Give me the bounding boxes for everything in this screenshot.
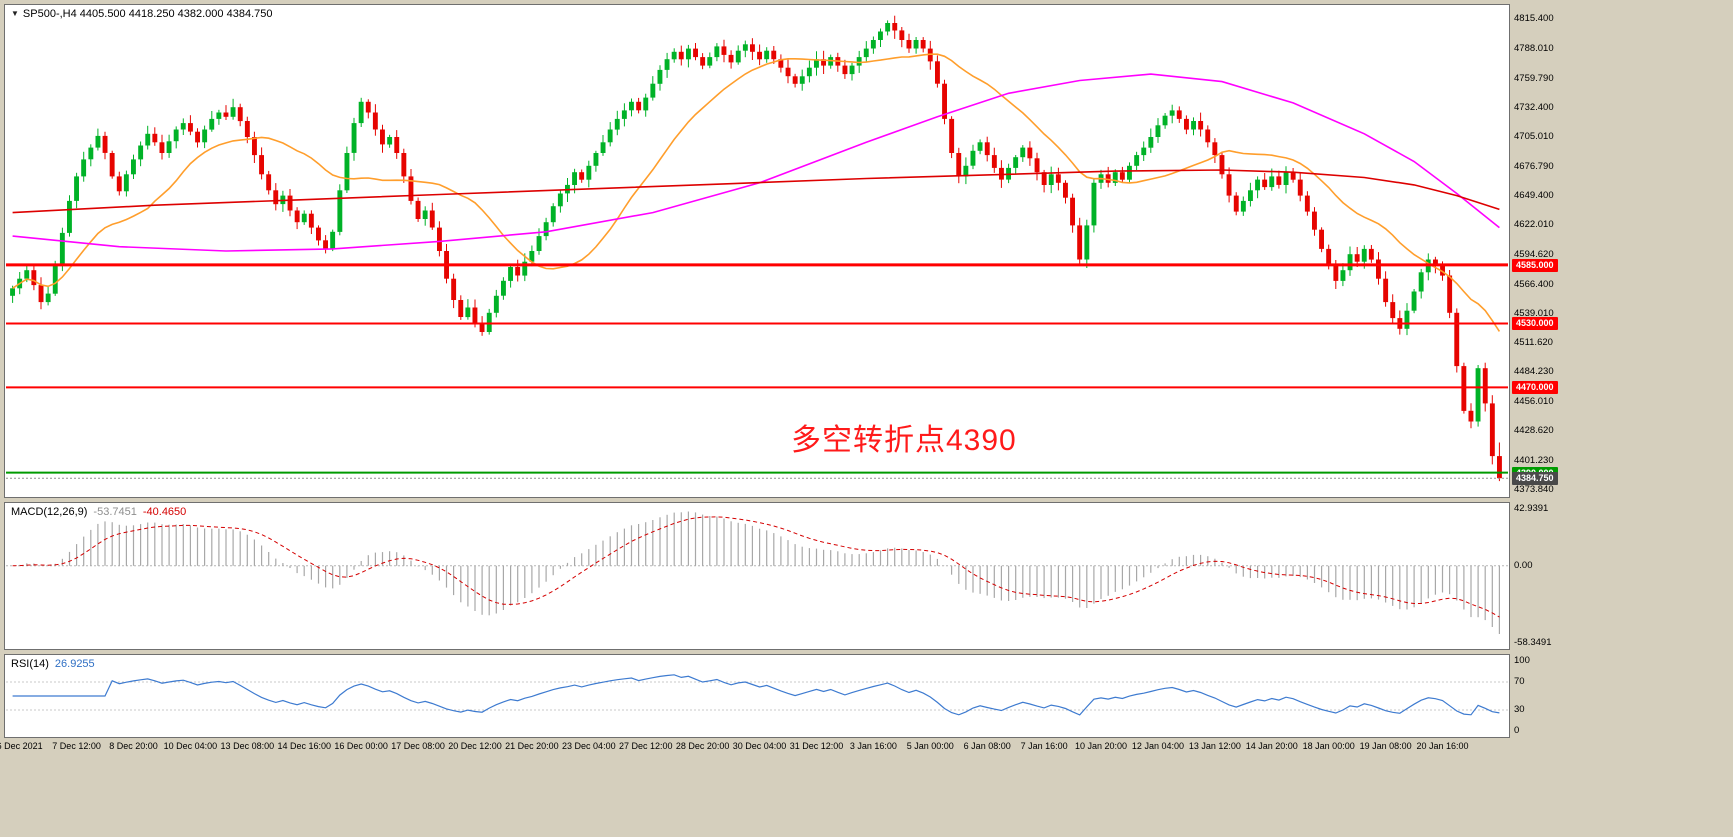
time-axis-label: 27 Dec 12:00 xyxy=(618,741,673,751)
price-tag: 4470.000 xyxy=(1512,381,1558,395)
macd-chart[interactable] xyxy=(5,503,1509,649)
time-axis-label: 8 Dec 20:00 xyxy=(109,741,158,751)
time-axis-label: 20 Dec 12:00 xyxy=(448,741,502,751)
symbol-dropdown-icon[interactable]: ▼ xyxy=(11,9,19,18)
time-axis-label: 13 Jan 12:00 xyxy=(1188,741,1241,751)
time-axis-label: 21 Dec 20:00 xyxy=(505,741,559,751)
price-axis-tick: 4788.010 xyxy=(1514,42,1554,54)
rsi-value: 26.9255 xyxy=(54,658,95,670)
price-axis-tick: 4759.790 xyxy=(1514,72,1554,84)
rsi-label: RSI(14) 26.9255 xyxy=(11,658,95,670)
price-axis-tick: 4456.010 xyxy=(1514,396,1554,408)
time-axis-label: 16 Dec 00:00 xyxy=(334,741,388,751)
time-axis-label: 7 Dec 12:00 xyxy=(52,741,101,751)
time-axis-label: 10 Jan 20:00 xyxy=(1075,741,1128,751)
price-axis-tick: 4705.010 xyxy=(1514,130,1554,142)
price-tag: 4530.000 xyxy=(1512,317,1558,331)
time-axis-label: 17 Dec 08:00 xyxy=(391,741,445,751)
price-axis-tick: 4539.010 xyxy=(1514,307,1554,319)
time-axis-label: 19 Jan 08:00 xyxy=(1359,741,1412,751)
price-axis-tick: 100 xyxy=(1514,655,1530,666)
main-chart-panel[interactable]: ▼ SP500-,H4 4405.500 4418.250 4382.000 43… xyxy=(4,4,1510,498)
time-axis-label: 12 Jan 04:00 xyxy=(1131,741,1184,751)
price-tag: 4585.000 xyxy=(1512,258,1558,272)
price-axis-tick: 4594.620 xyxy=(1514,248,1554,260)
price-axis-tick: 4566.400 xyxy=(1514,278,1554,290)
time-axis-label: 7 Jan 16:00 xyxy=(1020,741,1068,751)
price-axis-tick: 4815.400 xyxy=(1514,13,1554,25)
price-axis-tick: 4428.620 xyxy=(1514,425,1554,437)
chart-title: SP500-,H4 4405.500 4418.250 4382.000 438… xyxy=(22,8,273,20)
price-axis-tick: 4676.790 xyxy=(1514,161,1554,173)
price-axis-tick: 4484.230 xyxy=(1514,366,1554,378)
macd-panel[interactable]: MACD(12,26,9) -53.7451 -40.4650 xyxy=(4,502,1510,650)
candlestick-chart[interactable] xyxy=(5,5,1509,497)
price-tag: 4384.750 xyxy=(1512,472,1558,486)
price-axis-tick: 4649.400 xyxy=(1514,190,1554,202)
price-axis-tick: 42.9391 xyxy=(1514,503,1549,514)
time-axis-label: 28 Dec 20:00 xyxy=(675,741,730,751)
price-axis-tick: 0 xyxy=(1514,725,1520,736)
time-axis-label: 6 Jan 08:00 xyxy=(963,741,1011,751)
rsi-chart[interactable] xyxy=(5,655,1509,737)
time-axis-label: 20 Jan 16:00 xyxy=(1416,741,1469,751)
chart-title-bar: ▼ SP500-,H4 4405.500 4418.250 4382.000 43… xyxy=(11,8,272,20)
macd-main-value: -53.7451 xyxy=(93,506,137,518)
macd-label: MACD(12,26,9) -53.7451 -40.4650 xyxy=(11,506,186,518)
price-axis-tick: 30 xyxy=(1514,704,1525,715)
annotation-text: 多空转折点4390 xyxy=(791,424,1017,457)
time-axis[interactable]: 6 Dec 2021 7 Dec 12:00 8 Dec 20:00 10 Dec 0… xyxy=(0,741,1510,755)
price-axis[interactable]: 4815.400 4788.010 4759.790 4732.400 4705.010… xyxy=(1511,0,1731,837)
rsi-name: RSI(14) xyxy=(11,658,49,670)
time-axis-label: 31 Dec 12:00 xyxy=(789,741,844,751)
price-axis-tick: -58.3491 xyxy=(1514,637,1552,648)
price-axis-tick: 0.00 xyxy=(1514,559,1533,571)
rsi-panel[interactable]: RSI(14) 26.9255 xyxy=(4,654,1510,738)
price-axis-tick: 70 xyxy=(1514,676,1525,687)
time-axis-label: 23 Dec 04:00 xyxy=(562,741,616,751)
time-axis-label: 30 Dec 04:00 xyxy=(732,741,787,751)
time-axis-label: 13 Dec 08:00 xyxy=(220,741,275,751)
price-axis-tick: 4622.010 xyxy=(1514,219,1554,231)
macd-name: MACD(12,26,9) xyxy=(11,506,88,518)
time-axis-label: 6 Dec 2021 xyxy=(0,741,43,751)
macd-signal-value: -40.4650 xyxy=(142,506,187,518)
price-axis-tick: 4373.840 xyxy=(1514,483,1554,495)
time-axis-label: 18 Jan 00:00 xyxy=(1302,741,1355,751)
price-axis-tick: 4511.620 xyxy=(1514,337,1553,349)
price-axis-tick: 4732.400 xyxy=(1514,101,1554,113)
price-axis-tick: 4401.230 xyxy=(1514,454,1554,466)
time-axis-label: 3 Jan 16:00 xyxy=(849,741,897,751)
time-axis-label: 14 Dec 16:00 xyxy=(277,741,332,751)
time-axis-label: 5 Jan 00:00 xyxy=(906,741,954,751)
time-axis-label: 10 Dec 04:00 xyxy=(163,741,218,751)
time-axis-label: 14 Jan 20:00 xyxy=(1245,741,1298,751)
